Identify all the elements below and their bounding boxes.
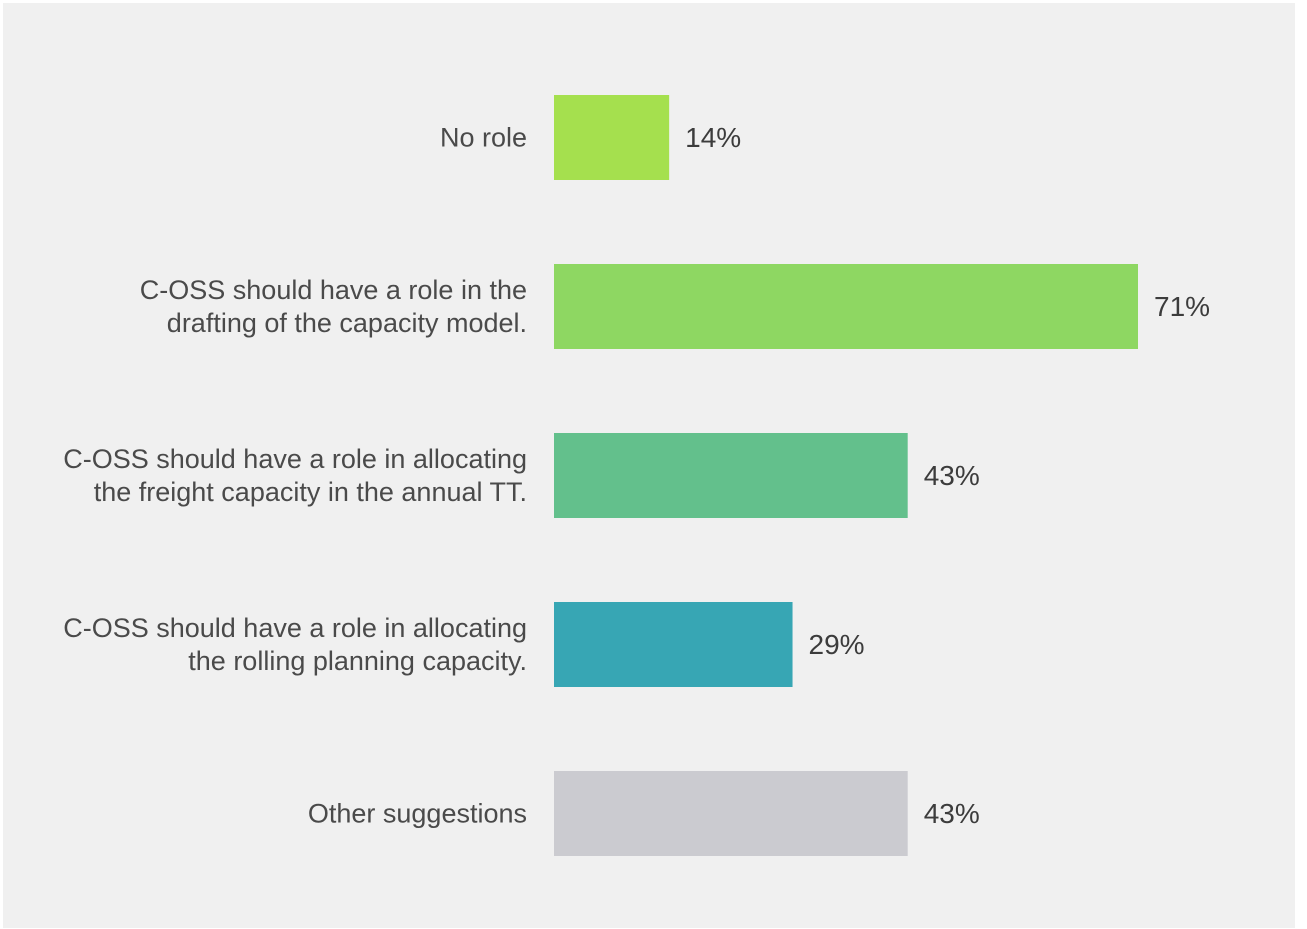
category-label-line: the freight capacity in the annual TT. [94,477,527,507]
category-label-line: C-OSS should have a role in allocating [63,613,527,643]
bar-value-label: 14% [685,122,741,153]
bars: 14% No role 71% C-OSS should have a role in… [63,95,1210,856]
bar [554,95,670,180]
category-label-line: C-OSS should have a role in allocating [63,444,527,474]
category-label-line: C-OSS should have a role in the [140,275,527,305]
category-label: C-OSS should have a role in allocating th… [63,444,527,507]
category-label-line: drafting of the capacity model. [167,308,527,338]
category-label: No role [440,123,527,153]
bar-value-label: 29% [809,629,865,660]
category-label: Other suggestions [308,799,527,829]
category-label-line: the rolling planning capacity. [188,646,527,676]
bar-value-label: 71% [1154,291,1210,322]
bar-value-label: 43% [924,798,980,829]
category-label-line: Other suggestions [308,799,527,829]
bar [554,771,908,856]
bar [554,433,908,518]
category-label: C-OSS should have a role in the drafting … [140,275,527,338]
category-label-line: No role [440,123,527,153]
bar [554,264,1138,349]
bar-value-label: 43% [924,460,980,491]
category-label: C-OSS should have a role in allocating th… [63,613,527,676]
bar [554,602,793,687]
